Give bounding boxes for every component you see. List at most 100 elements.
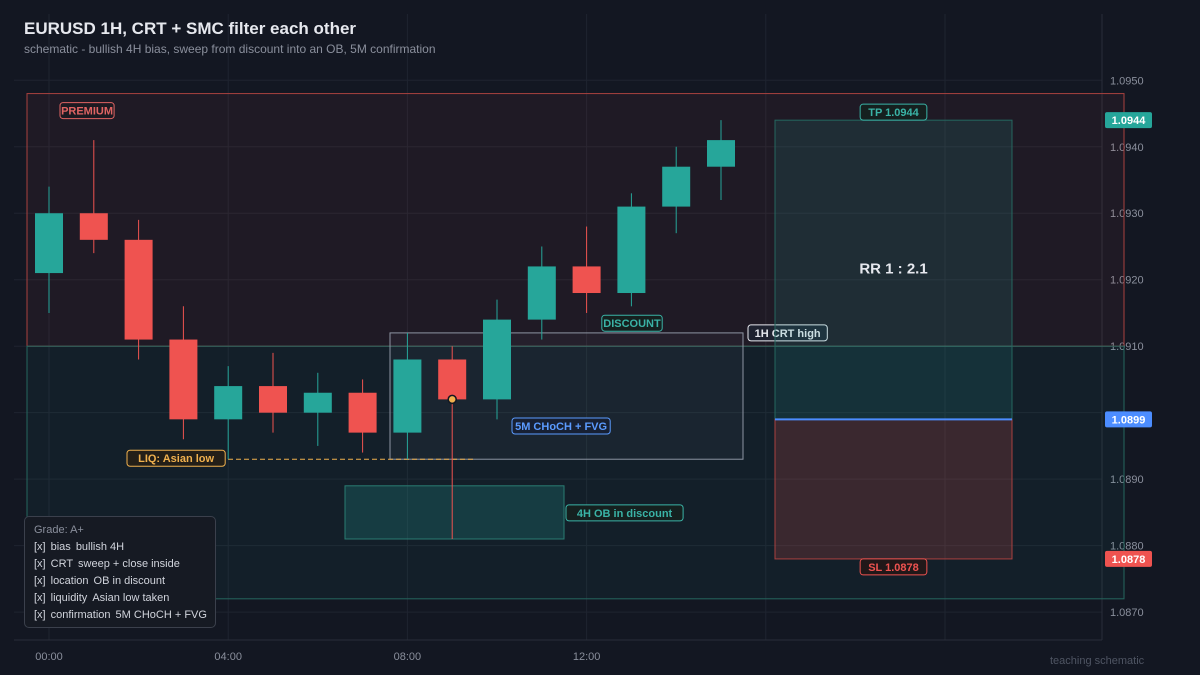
tp-label-box [859,103,928,121]
checklist-item-confirmation: [x] confirmation 5M CHoCH + FVG [34,607,207,624]
candle-body [259,386,287,413]
take-profit-box [774,119,1013,420]
candle-body [527,266,556,320]
candle-body [393,359,422,433]
risk-reward-label: RR 1 : 2.1 [859,261,927,278]
confirmation-label-box [511,417,611,435]
candle-body [438,359,467,400]
confirmation-label-text: 5M CHoCH + FVG [515,421,607,433]
y-tick-label: 1.0880 [1110,541,1144,553]
tp-price-tag: 1.0944 [1105,112,1152,129]
candle-body [303,392,332,413]
tp-label-text: TP 1.0944 [868,107,919,119]
candle-body [483,319,511,400]
candle-body [707,140,735,167]
sl-price-tag: 1.0878 [1105,550,1152,567]
candle [348,379,377,453]
checklist-item-bias: [x] bias bullish 4H [34,539,206,556]
check-value: bullish 4H [75,541,125,553]
premium-label: PREMIUM [59,102,115,120]
entry-price-tag: 1.0899 [1105,411,1152,428]
premium-zone [26,93,1125,347]
premium-label-box [59,102,115,120]
checklist-item-location: [x] location OB in discount [34,573,206,590]
candle-body [214,386,243,420]
candle [35,186,63,313]
check-mark: [x] [34,541,46,553]
order-block-label-box [565,504,684,522]
sl-label-box [859,558,928,576]
candle [303,372,332,446]
footer-note: teaching schematic [1050,655,1145,667]
check-mark: [x] [34,609,46,621]
candle-body [662,166,691,207]
stop-loss-box [774,418,1013,560]
check-value: 5M CHoCH + FVG [115,609,207,621]
sl-label: SL 1.0878 [859,558,928,576]
chart-title: EURUSD 1H, CRT + SMC filter each other [24,19,357,38]
entry-price-tag-box [1105,411,1152,428]
checklist-item-liquidity: [x] liquidity Asian low taken [34,590,206,607]
candle [438,346,467,539]
check-key: location [50,575,89,587]
y-tick-label: 1.0920 [1110,275,1144,287]
check-key: bias [50,541,71,553]
tp-price-tag-text: 1.0944 [1112,115,1147,127]
candle [124,219,153,360]
x-tick-label: 00:00 [35,651,63,663]
y-tick-label: 1.0930 [1110,208,1144,220]
candle-body [124,239,153,340]
chart-subtitle: schematic - bullish 4H bias, sweep from … [24,42,436,56]
crt-high-label: 1H CRT high [747,324,828,342]
x-tick-label: 08:00 [394,651,422,663]
candle [707,120,735,200]
tp-price-tag-box [1105,112,1152,129]
candle [617,193,646,307]
y-tick-label: 1.0890 [1110,474,1144,486]
sl-price-tag-text: 1.0878 [1112,554,1146,566]
candle [662,146,691,234]
candle-body [79,213,108,240]
candle [169,306,198,440]
candle-body [572,266,601,294]
y-tick-label: 1.0870 [1110,607,1144,619]
check-mark: [x] [34,592,46,604]
discount-label-text: DISCOUNT [603,318,661,330]
crt-high-label-text: 1H CRT high [755,328,821,340]
confirmation-label: 5M CHoCH + FVG [511,417,611,435]
candle-body [617,206,646,294]
y-tick-label: 1.0910 [1110,341,1144,353]
sl-label-text: SL 1.0878 [868,562,919,574]
premium-label-text: PREMIUM [61,106,113,118]
check-mark: [x] [34,575,46,587]
candle [214,366,243,460]
candle-body [169,339,198,420]
crt-high-label-box [747,324,828,342]
discount-label: DISCOUNT [601,314,663,332]
checklist-item-crt: [x] CRT sweep + close inside [34,556,206,573]
tp-label: TP 1.0944 [859,103,928,121]
check-key: CRT [50,558,74,570]
candle [259,352,287,433]
candle-body [35,213,63,274]
y-tick-label: 1.0950 [1110,75,1144,87]
check-key: confirmation [50,609,111,621]
entry-marker [447,394,457,405]
check-value: OB in discount [93,575,166,587]
check-mark: [x] [34,558,46,570]
order-block-zone [344,485,565,540]
candle [483,299,511,420]
check-key: liquidity [50,592,88,604]
order-block-label-text: 4H OB in discount [577,508,673,520]
check-value: sweep + close inside [78,558,180,570]
sl-price-tag-box [1105,550,1152,567]
candle [572,226,601,313]
y-tick-label: 1.0940 [1110,142,1144,154]
candle-body [348,392,377,433]
candle [527,246,556,340]
liquidity-label-text: LIQ: Asian low [138,453,214,465]
trade-checklist: Grade: A+ [x] bias bullish 4H [x] CRT sweep … [24,516,216,628]
order-block-label: 4H OB in discount [565,504,684,522]
x-tick-label: 12:00 [573,651,601,663]
